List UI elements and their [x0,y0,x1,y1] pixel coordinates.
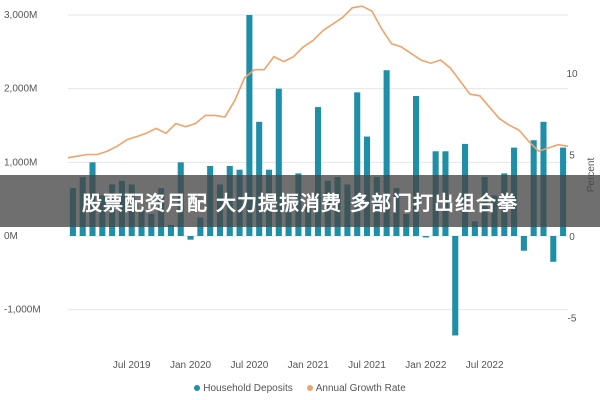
left-tick-label: 0M [4,231,18,242]
legend-item-deposits: Household Deposits [194,383,293,394]
legend-item-growth: Annual Growth Rate [306,382,406,394]
left-tick-label: 3,000M [4,10,37,21]
legend-swatch-deposits [194,385,201,391]
deposit-bar [314,107,322,236]
x-tick-label: Jul 2022 [466,360,504,371]
x-tick-label: Jul 2021 [348,360,386,371]
deposit-bar [246,15,253,236]
deposit-bar [520,236,527,251]
legend: Household Deposits Annual Growth Rate [0,380,600,396]
left-tick-label: 2,000M [4,84,37,95]
deposit-bar [471,221,478,236]
legend-label-deposits: Household Deposits [203,382,293,394]
x-tick-label: Jan 2021 [288,360,330,371]
banner-text: 股票配资月配 大力提振消费 多部门打出组合拳 [82,190,518,215]
x-tick-label: Jan 2020 [170,360,212,371]
right-tick-label: 10 [566,69,578,80]
x-tick-label: Jul 2019 [113,360,151,371]
deposit-bar [275,88,282,237]
right-tick-label: 0 [569,232,575,243]
x-tick-label: Jan 2022 [405,360,447,371]
x-tick-label: Jul 2020 [230,360,268,371]
deposit-bar [550,236,557,262]
left-tick-label: 1,000M [4,157,37,168]
legend-swatch-growth [306,385,313,391]
growth-rate-line [67,5,569,159]
deposit-bar [354,92,361,236]
deposit-bar [383,70,390,236]
overlay-banner: 股票配资月配 大力提振消费 多部门打出组合拳 [0,175,600,227]
deposit-bar [413,96,420,237]
deposit-bar [452,236,459,336]
left-tick-label: -1,000M [4,305,41,316]
right-tick-label: 5 [569,151,575,162]
deposit-bar [167,224,174,236]
deposit-bar [187,236,194,240]
legend-label-growth: Annual Growth Rate [315,382,406,394]
right-tick-label: -5 [568,314,577,325]
deposit-bar [422,236,429,238]
right-axis-title: Percent [586,158,597,193]
